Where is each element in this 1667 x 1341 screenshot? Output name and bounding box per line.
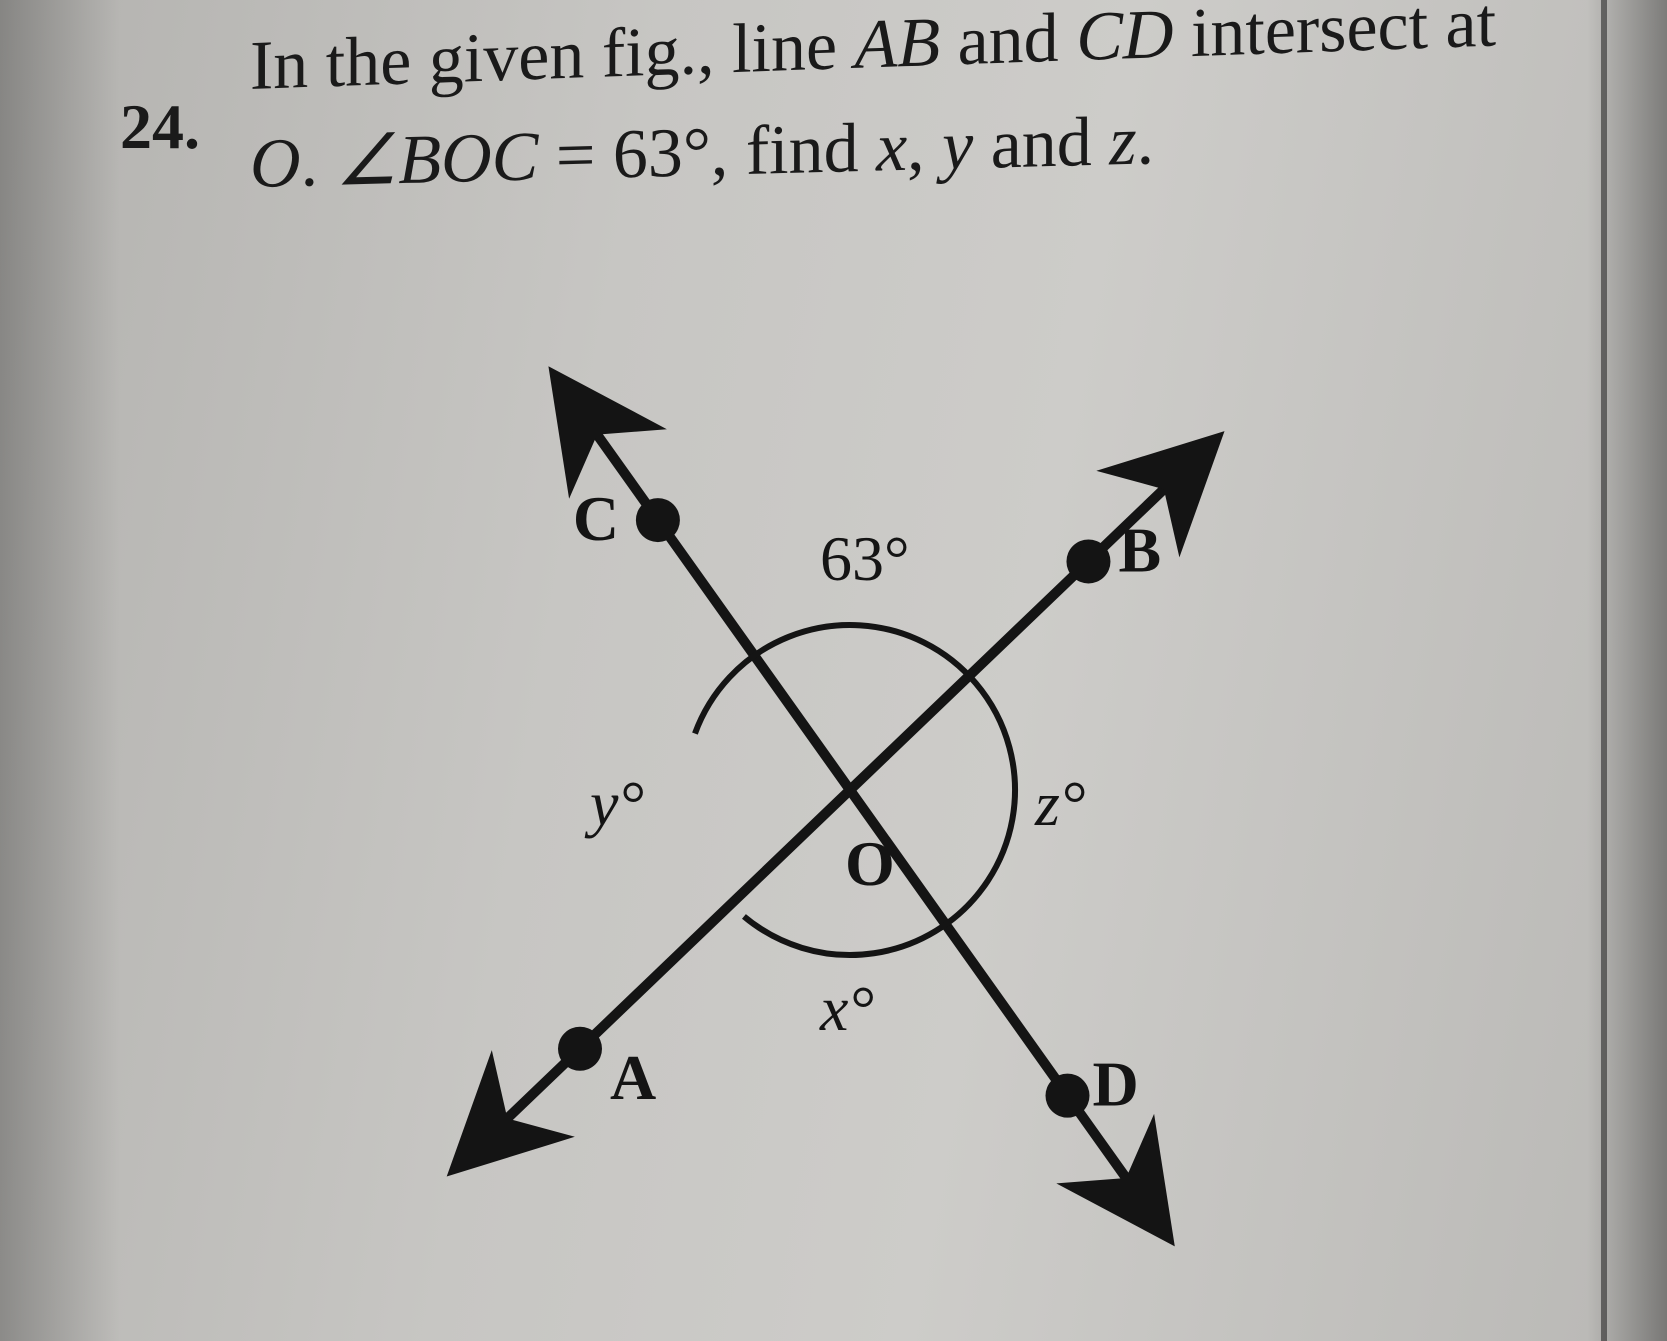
text-y: y: [942, 107, 973, 185]
label-63: 63°: [820, 523, 910, 594]
text-o: O: [250, 125, 301, 203]
label-y: y°: [584, 768, 644, 839]
question-number: 24.: [120, 90, 200, 164]
text-end: .: [1137, 102, 1155, 179]
point-A: [558, 1027, 602, 1071]
label-A: A: [610, 1042, 656, 1113]
text-z: z: [1109, 103, 1136, 181]
text-and: and: [973, 103, 1109, 184]
text-find: , find: [711, 110, 876, 191]
text-x: x: [876, 109, 907, 187]
question-line-1: In the given fig., line AB and CD inters…: [250, 0, 1496, 103]
text-angle: ∠BOC: [336, 118, 539, 200]
page-shadow-right: [1587, 0, 1667, 1341]
page-shadow-left: [0, 0, 120, 1341]
figure-svg: A B C D O 63° y° z° x°: [350, 250, 1350, 1300]
label-x: x°: [819, 973, 874, 1044]
page: 24. In the given fig., line AB and CD in…: [0, 0, 1667, 1341]
label-B: B: [1118, 514, 1161, 585]
text-post: intersect at: [1173, 0, 1496, 73]
label-D: D: [1093, 1049, 1139, 1120]
text-pre: In the given fig., line: [250, 7, 855, 105]
label-C: C: [573, 483, 619, 554]
text-cd: CD: [1076, 0, 1173, 76]
text-c1: ,: [907, 108, 942, 186]
text-dot: .: [301, 124, 336, 202]
page-edge: [1601, 0, 1607, 1341]
text-mid: and: [940, 0, 1076, 81]
text-eq: =: [538, 116, 612, 195]
point-C: [636, 498, 680, 542]
point-B: [1066, 539, 1110, 583]
label-O: O: [845, 828, 895, 899]
ray-A: [490, 790, 850, 1135]
ray-C: [583, 415, 850, 790]
point-D: [1046, 1074, 1090, 1118]
text-ab: AB: [855, 4, 941, 84]
text-val: 63°: [613, 114, 711, 194]
label-z: z°: [1034, 768, 1086, 839]
geometry-figure: A B C D O 63° y° z° x°: [350, 250, 1350, 1300]
question-line-2: O. ∠BOC = 63°, find x, y and z.: [250, 98, 1154, 205]
